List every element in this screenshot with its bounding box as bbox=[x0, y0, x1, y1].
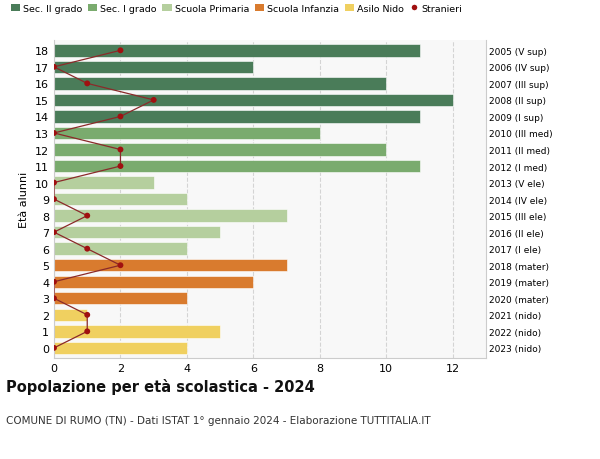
Y-axis label: Età alunni: Età alunni bbox=[19, 172, 29, 228]
Bar bbox=[54, 78, 386, 90]
Bar bbox=[54, 45, 419, 57]
Bar bbox=[54, 292, 187, 305]
Bar bbox=[54, 325, 220, 338]
Point bbox=[49, 179, 59, 187]
Point bbox=[49, 279, 59, 286]
Bar bbox=[54, 95, 453, 107]
Point bbox=[49, 344, 59, 352]
Bar bbox=[54, 342, 187, 354]
Point bbox=[49, 295, 59, 302]
Point bbox=[82, 213, 92, 220]
Bar bbox=[54, 210, 287, 222]
Bar bbox=[54, 194, 187, 206]
Bar bbox=[54, 177, 154, 190]
Point bbox=[82, 328, 92, 335]
Point bbox=[116, 146, 125, 154]
Bar bbox=[54, 259, 287, 272]
Point bbox=[116, 163, 125, 170]
Point bbox=[116, 113, 125, 121]
Point bbox=[49, 229, 59, 236]
Bar bbox=[54, 62, 253, 74]
Point bbox=[49, 64, 59, 72]
Point bbox=[49, 196, 59, 203]
Bar bbox=[54, 144, 386, 157]
Bar bbox=[54, 111, 419, 123]
Point bbox=[116, 262, 125, 269]
Bar bbox=[54, 276, 253, 288]
Point bbox=[49, 130, 59, 137]
Point bbox=[82, 80, 92, 88]
Text: COMUNE DI RUMO (TN) - Dati ISTAT 1° gennaio 2024 - Elaborazione TUTTITALIA.IT: COMUNE DI RUMO (TN) - Dati ISTAT 1° genn… bbox=[6, 415, 431, 425]
Bar bbox=[54, 243, 187, 255]
Bar bbox=[54, 226, 220, 239]
Point bbox=[149, 97, 158, 104]
Text: Popolazione per età scolastica - 2024: Popolazione per età scolastica - 2024 bbox=[6, 379, 315, 395]
Point bbox=[82, 246, 92, 253]
Point bbox=[116, 48, 125, 55]
Bar bbox=[54, 161, 419, 173]
Legend: Sec. II grado, Sec. I grado, Scuola Primaria, Scuola Infanzia, Asilo Nido, Stran: Sec. II grado, Sec. I grado, Scuola Prim… bbox=[11, 5, 463, 14]
Bar bbox=[54, 309, 87, 321]
Point bbox=[82, 312, 92, 319]
Bar bbox=[54, 128, 320, 140]
